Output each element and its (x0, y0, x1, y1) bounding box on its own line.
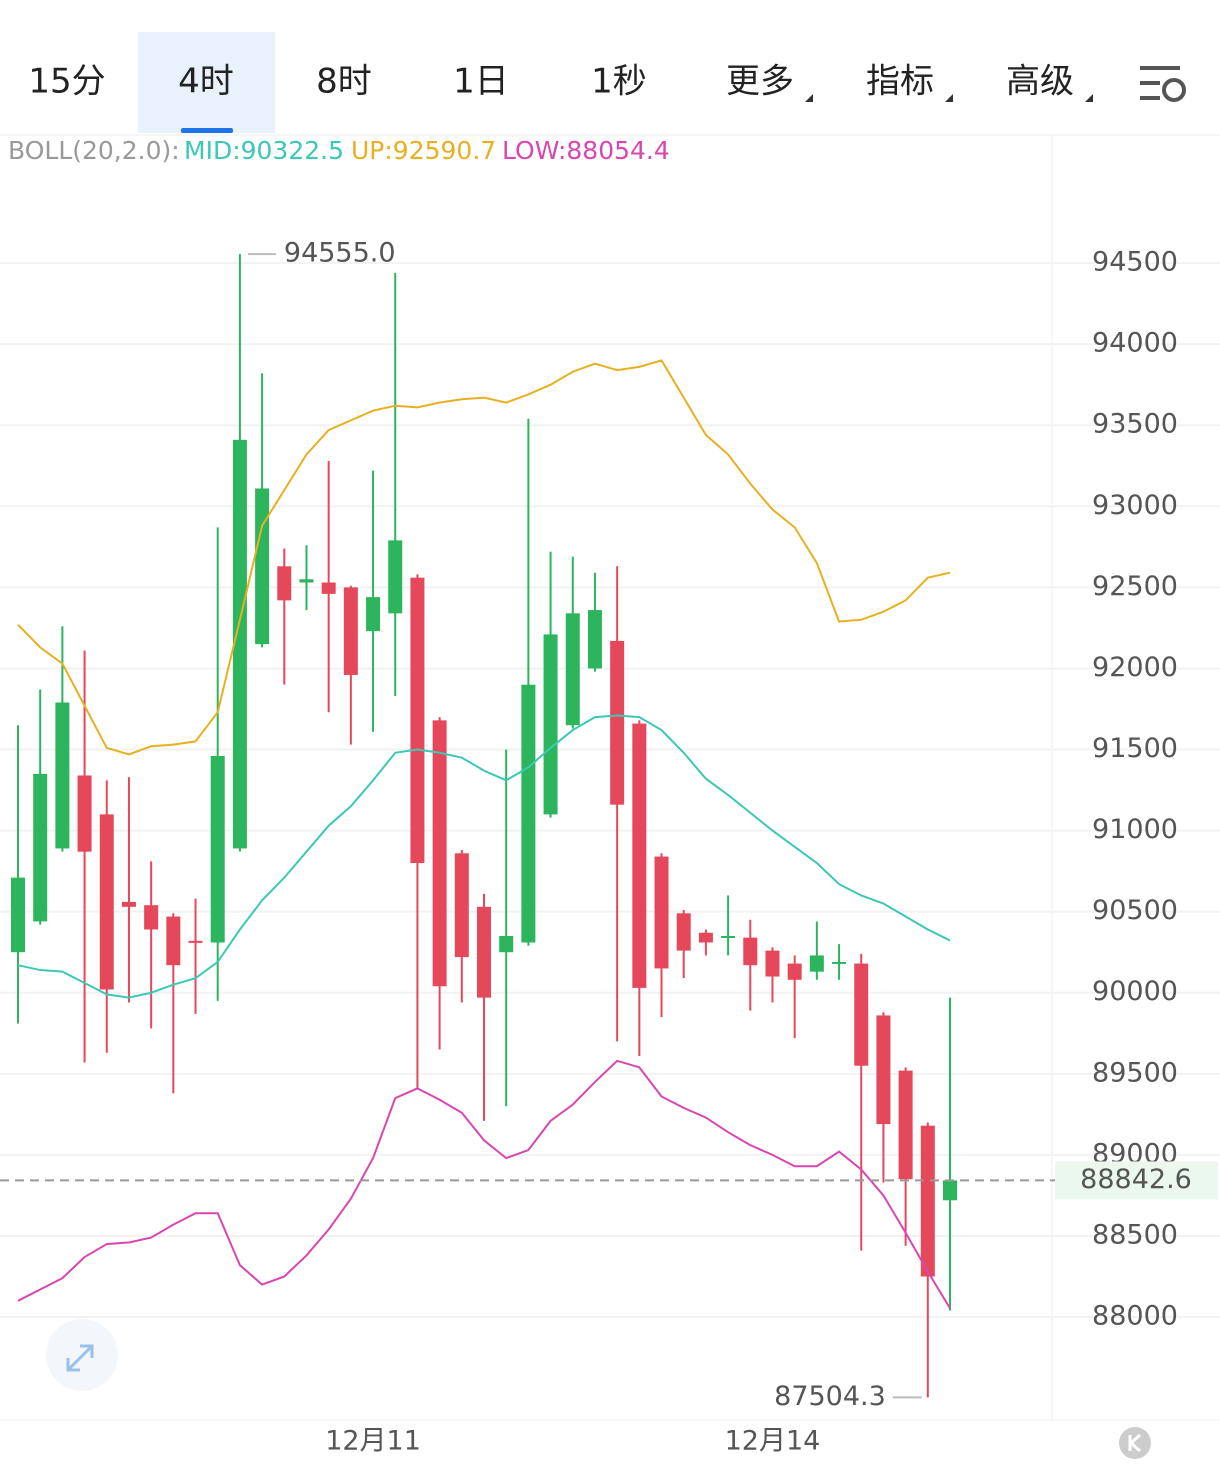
candle-body (787, 963, 802, 980)
y-tick-label: 92500 (1092, 571, 1178, 602)
y-tick-label: 94000 (1092, 328, 1178, 359)
candle-body (521, 684, 536, 943)
candle-body (33, 773, 48, 922)
dropdown-caret (1085, 94, 1093, 102)
tab[interactable]: 4时 (178, 62, 234, 102)
dropdown-caret (805, 94, 813, 102)
active-tab-bg (138, 32, 275, 133)
candle-body (432, 720, 447, 987)
boll-line (17, 714, 951, 999)
y-tick-label: 93000 (1092, 490, 1178, 521)
candle-body (610, 640, 625, 805)
candle-body (943, 1180, 957, 1201)
candle-body (343, 587, 358, 675)
boll-mid: MID:90322.5 (184, 136, 344, 165)
settings-icon[interactable] (1140, 66, 1186, 102)
candle-body (721, 935, 736, 938)
y-tick-label: 90000 (1092, 976, 1178, 1007)
y-tick-label: 94500 (1092, 247, 1178, 278)
boll-low: LOW:88054.4 (502, 136, 670, 165)
candle-body (676, 913, 691, 951)
boll-line (17, 1059, 951, 1309)
candle-body (188, 940, 203, 943)
annotation-label: 87504.3 (774, 1381, 886, 1412)
candle-body (854, 963, 869, 1066)
boll-line (17, 359, 951, 756)
candle-body (587, 610, 602, 669)
candle-body (832, 961, 847, 964)
candle-body (99, 814, 114, 990)
candle-body (299, 579, 314, 583)
candle-body (565, 613, 580, 726)
candle-body (388, 540, 403, 614)
candle-body (166, 916, 181, 966)
last-price-box (1055, 1161, 1218, 1200)
candle-body (11, 877, 25, 953)
y-tick-label: 89500 (1092, 1057, 1178, 1088)
candle-body (366, 597, 381, 632)
boll-up: UP:92590.7 (351, 136, 496, 165)
candle-body (144, 905, 159, 930)
boll-name: BOLL(20,2.0): (8, 136, 180, 165)
candle-body (454, 853, 469, 958)
candle-body (632, 723, 647, 988)
candle-body (55, 702, 70, 849)
x-tick-label: 12月11 (325, 1426, 421, 1457)
y-tick-label: 93500 (1092, 409, 1178, 440)
candle-body (743, 937, 758, 966)
candle-body (321, 582, 336, 594)
candle-body (876, 1015, 891, 1125)
tab[interactable]: 15分 (28, 62, 105, 102)
y-tick-label: 88500 (1092, 1219, 1178, 1250)
annotation-label: 94555.0 (284, 238, 396, 269)
candle-body (121, 901, 136, 907)
y-tick-label: 92000 (1092, 652, 1178, 683)
candle-body (410, 577, 425, 864)
candle-body (210, 756, 225, 943)
expand-button[interactable] (46, 1319, 118, 1391)
tab[interactable]: 1日 (453, 62, 509, 102)
last-price-label: 88842.6 (1080, 1164, 1192, 1195)
candle-body (765, 950, 780, 977)
candle-body (77, 775, 92, 852)
candle-body (255, 488, 270, 645)
y-tick-label: 88000 (1092, 1301, 1178, 1332)
x-tick-label: 12月14 (725, 1426, 821, 1457)
candle-body (698, 932, 713, 943)
candle-body (499, 935, 514, 953)
y-tick-label: 91500 (1092, 733, 1178, 764)
tab[interactable]: 指标 (866, 62, 934, 102)
candle-body (654, 856, 669, 969)
y-tick-label: 90500 (1092, 895, 1178, 926)
candle-body (898, 1070, 913, 1180)
tab[interactable]: 1秒 (591, 62, 647, 102)
y-tick-label: 91000 (1092, 814, 1178, 845)
candle-body (809, 955, 824, 972)
candle-body (277, 566, 292, 601)
dropdown-caret (945, 94, 953, 102)
candle-body (920, 1125, 935, 1277)
candle-body (477, 906, 491, 998)
active-tab-underline (181, 128, 233, 133)
tab[interactable]: 更多 (726, 62, 794, 102)
tab[interactable]: 高级 (1006, 62, 1074, 102)
candle-body (232, 439, 247, 849)
tab[interactable]: 8时 (316, 62, 372, 102)
candle-body (543, 634, 558, 815)
k-button[interactable] (1119, 1427, 1151, 1459)
